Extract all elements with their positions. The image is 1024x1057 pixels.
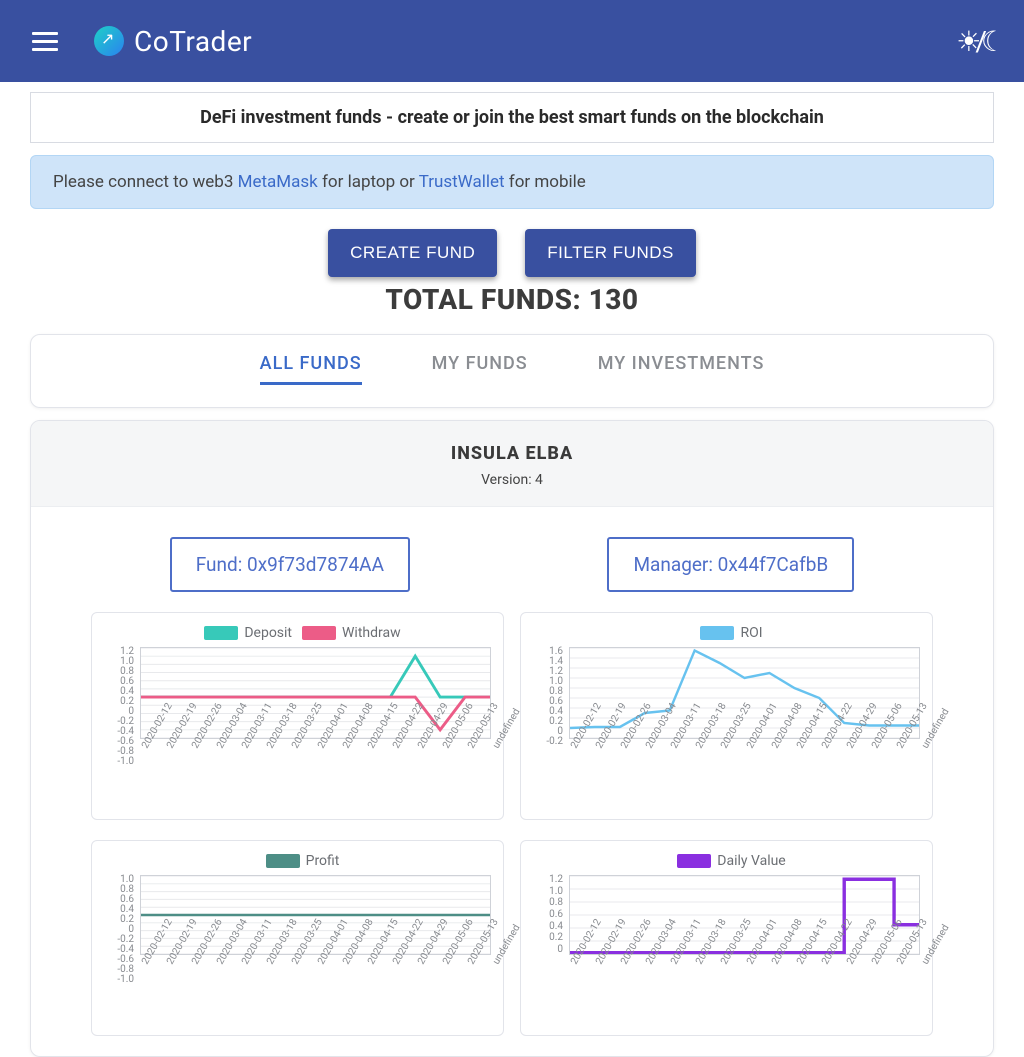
y-axis: 1.61.41.21.00.80.60.40.20-0.2 — [527, 647, 567, 739]
chart-roi: ROI 1.61.41.21.00.80.60.40.20-0.2 2020-0… — [520, 612, 933, 820]
fund-address-link[interactable]: Fund: 0x9f73d7874AA — [170, 537, 410, 592]
chart-legend: Profit — [98, 853, 497, 869]
trustwallet-link[interactable]: TrustWallet — [419, 172, 505, 192]
filter-funds-button[interactable]: FILTER FUNDS — [525, 229, 696, 277]
notice-text: Please connect to web3 — [53, 172, 238, 192]
brand[interactable]: CoTrader — [94, 25, 252, 58]
chart-grid: DepositWithdraw 1.21.00.80.60.40.20-0.2-… — [31, 612, 993, 840]
chart-legend: Daily Value — [527, 853, 926, 869]
metamask-link[interactable]: MetaMask — [238, 172, 318, 192]
action-row: CREATE FUND FILTER FUNDS — [30, 229, 994, 277]
y-axis: 1.21.00.80.60.40.20-0.2-0.4-0.6-0.8-1.0 — [98, 647, 138, 739]
create-fund-button[interactable]: CREATE FUND — [328, 229, 497, 277]
total-funds-label: TOTAL FUNDS: 130 — [30, 283, 994, 316]
tab-my-funds[interactable]: MY FUNDS — [432, 353, 528, 385]
tagline: DeFi investment funds - create or join t… — [30, 92, 994, 143]
chart-daily-value: Daily Value 1.21.00.80.60.40.20 2020-02-… — [520, 840, 933, 1036]
menu-icon[interactable] — [24, 24, 66, 59]
chart-legend: ROI — [527, 625, 926, 641]
fund-card: INSULA ELBA Version: 4 Fund: 0x9f73d7874… — [30, 420, 994, 1057]
app-header: CoTrader ☀/☾ — [0, 0, 1024, 82]
fund-name: INSULA ELBA — [31, 443, 993, 464]
x-axis: 2020-02-122020-02-192020-02-262020-03-04… — [140, 739, 491, 817]
fund-link-row: Fund: 0x9f73d7874AA Manager: 0x44f7CafbB — [31, 507, 993, 612]
fund-header: INSULA ELBA Version: 4 — [31, 421, 993, 507]
tabs: ALL FUNDS MY FUNDS MY INVESTMENTS — [30, 334, 994, 408]
theme-toggle-icon[interactable]: ☀/☾ — [956, 25, 1000, 58]
chart-profit: Profit 1.00.80.60.40.20-0.2-0.4-0.6-0.8-… — [91, 840, 504, 1036]
x-axis: 2020-02-122020-02-192020-02-262020-03-04… — [140, 955, 491, 1033]
fund-version: Version: 4 — [31, 472, 993, 488]
brand-name: CoTrader — [134, 25, 252, 58]
y-axis: 1.21.00.80.60.40.20 — [527, 875, 567, 955]
notice-text: for laptop or — [318, 172, 419, 192]
manager-address-link[interactable]: Manager: 0x44f7CafbB — [607, 537, 854, 592]
brand-logo-icon — [94, 26, 124, 56]
web3-notice: Please connect to web3 MetaMask for lapt… — [30, 155, 994, 209]
notice-text: for mobile — [505, 172, 586, 192]
tab-all-funds[interactable]: ALL FUNDS — [260, 353, 362, 385]
y-axis: 1.00.80.60.40.20-0.2-0.4-0.6-0.8-1.0 — [98, 875, 138, 955]
chart-deposit-withdraw: DepositWithdraw 1.21.00.80.60.40.20-0.2-… — [91, 612, 504, 820]
x-axis: 2020-02-122020-02-192020-02-262020-03-04… — [569, 739, 920, 817]
tab-my-investments[interactable]: MY INVESTMENTS — [598, 353, 765, 385]
x-axis: 2020-02-122020-02-192020-02-262020-03-04… — [569, 955, 920, 1033]
chart-legend: DepositWithdraw — [98, 625, 497, 641]
